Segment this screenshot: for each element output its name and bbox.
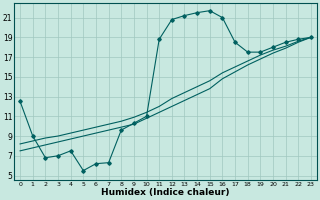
X-axis label: Humidex (Indice chaleur): Humidex (Indice chaleur) — [101, 188, 230, 197]
